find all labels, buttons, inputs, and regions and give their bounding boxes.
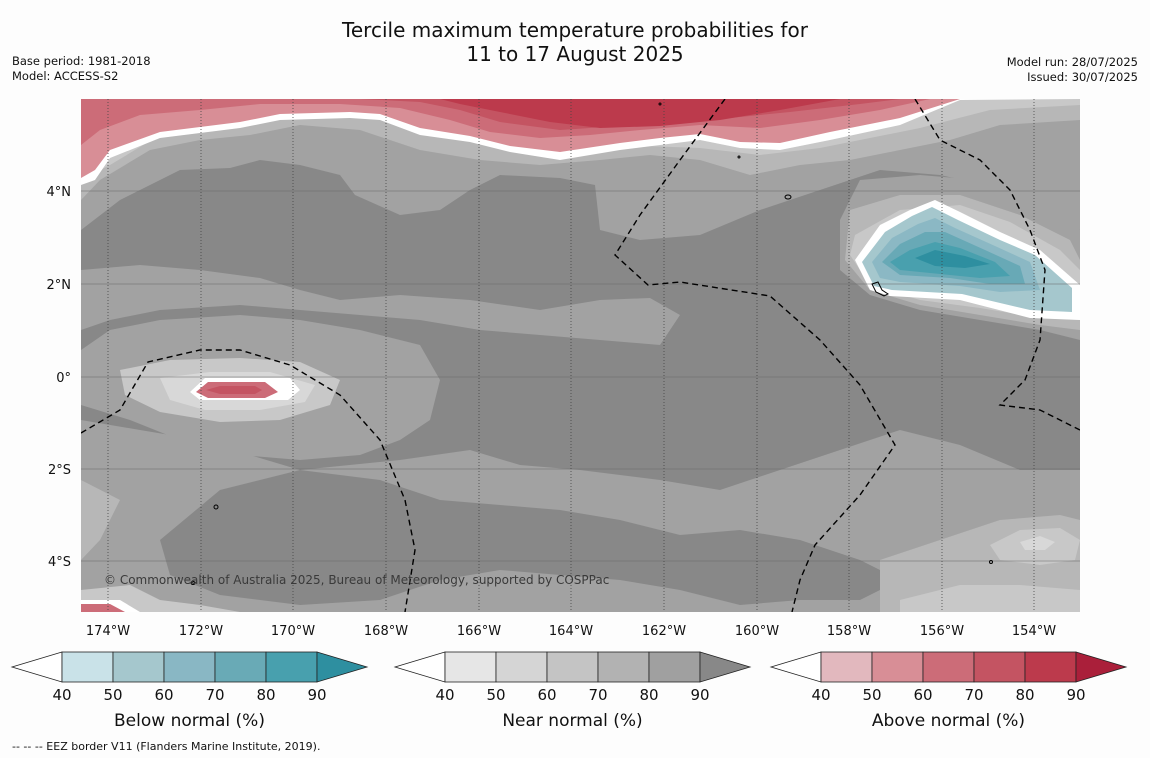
eez-borders	[81, 99, 1080, 612]
y-tick-label: 0°	[56, 371, 71, 386]
colorbar-segment	[265, 651, 318, 683]
x-tick-label: 172°W	[179, 624, 223, 639]
model-run: Model run: 28/07/2025	[1006, 55, 1138, 69]
colorbar-segment	[820, 651, 873, 683]
colorbar-tick-label: 50	[486, 686, 505, 704]
y-tick-label: 2°N	[47, 278, 72, 293]
colorbar-title: Below normal (%)	[114, 711, 265, 731]
copyright-text: © Commonwealth of Australia 2025, Bureau…	[104, 573, 609, 587]
colorbar-tick-label: 80	[256, 686, 275, 704]
y-tick-label: 4°S	[48, 555, 71, 570]
map-field: © Commonwealth of Australia 2025, Bureau…	[81, 99, 1080, 612]
islands	[190, 102, 993, 585]
colorbar-extension-high	[699, 651, 752, 683]
above-80-north-zone	[440, 99, 840, 128]
near-80-mid-zone	[81, 265, 680, 345]
colorbar-tick-label: 90	[307, 686, 326, 704]
base-period: Base period: 1981-2018	[12, 54, 151, 68]
colorbar-extension-high	[316, 651, 369, 683]
colorbar-segment	[163, 651, 216, 683]
issued-date: Issued: 30/07/2025	[1027, 70, 1138, 84]
near-60-south-east-edge	[900, 585, 1080, 612]
meta-right: Model run: 28/07/2025 Issued: 30/07/2025	[1007, 55, 1138, 85]
near-70-south-west-zone	[81, 480, 120, 560]
colorbar-above-normal: 40 50 60 70 80 90 Above normal (%)	[769, 651, 1128, 731]
near-90-south-zone	[160, 470, 900, 605]
colorbar-tick-label: 70	[964, 686, 983, 704]
colorbar-segment	[495, 651, 548, 683]
colorbar-tick-label: 80	[1015, 686, 1034, 704]
colorbar-tick-label: 50	[103, 686, 122, 704]
colorbar-segment	[871, 651, 924, 683]
x-tick-label: 154°W	[1012, 624, 1056, 639]
title-line-2: 11 to 17 August 2025	[466, 42, 684, 66]
colorbar-tick-label: 60	[537, 686, 556, 704]
map-title: Tercile maximum temperature probabilitie…	[0, 18, 1150, 66]
colorbar-tick-label: 90	[1066, 686, 1085, 704]
colorbar-tick-label: 50	[862, 686, 881, 704]
colorbar-segment	[214, 651, 267, 683]
x-axis-labels: 174°W 172°W 170°W 168°W 166°W 164°W 162°…	[86, 624, 1056, 639]
title-line-1: Tercile maximum temperature probabilitie…	[342, 18, 808, 42]
colorbar-segment	[61, 651, 114, 683]
y-tick-label: 2°S	[48, 463, 71, 478]
colorbar-title: Near normal (%)	[502, 711, 642, 731]
colorbar-tick-label: 40	[811, 686, 830, 704]
colorbar-tick-label: 70	[588, 686, 607, 704]
below-90-east-zone	[915, 250, 990, 268]
above-70-equator-zone	[206, 386, 262, 394]
colorbar-extension-low	[769, 651, 822, 683]
colorbar-title: Above normal (%)	[872, 711, 1025, 731]
colorbar-below-normal: 40 50 60 70 80 90 Below normal (%)	[10, 651, 369, 731]
forecast-map: © Commonwealth of Australia 2025, Bureau…	[10, 99, 1128, 731]
colorbar-segment	[112, 651, 165, 683]
colorbar-tick-label: 70	[205, 686, 224, 704]
colorbar-segment	[922, 651, 975, 683]
colorbar-near-normal: 40 50 60 70 80 90 Near normal (%)	[393, 651, 752, 731]
x-tick-label: 162°W	[642, 624, 686, 639]
eez-footnote: -- -- -- EEZ border V11 (Flanders Marine…	[12, 740, 321, 753]
colorbar-tick-label: 90	[690, 686, 709, 704]
colorbar-segment	[546, 651, 599, 683]
x-tick-label: 160°W	[735, 624, 779, 639]
model-name: Model: ACCESS-S2	[12, 69, 119, 83]
colorbar-tick-label: 40	[52, 686, 71, 704]
x-tick-label: 168°W	[364, 624, 408, 639]
colorbar-segment	[1024, 651, 1077, 683]
colorbar-extension-high	[1075, 651, 1128, 683]
above-60-south-west-zone	[81, 604, 125, 612]
colorbar-extension-low	[393, 651, 446, 683]
colorbar-segment	[597, 651, 650, 683]
y-tick-label: 4°N	[47, 185, 72, 200]
colorbar-tick-label: 60	[154, 686, 173, 704]
x-tick-label: 158°W	[827, 624, 871, 639]
colorbar-extension-low	[10, 651, 63, 683]
x-tick-label: 156°W	[920, 624, 964, 639]
colorbar-tick-label: 60	[913, 686, 932, 704]
colorbar-segment	[444, 651, 497, 683]
x-tick-label: 166°W	[457, 624, 501, 639]
y-axis-labels: 4°N 2°N 0° 2°S 4°S	[47, 185, 72, 570]
x-tick-label: 174°W	[86, 624, 130, 639]
x-tick-label: 170°W	[271, 624, 315, 639]
colorbar-tick-label: 80	[639, 686, 658, 704]
meta-left: Base period: 1981-2018 Model: ACCESS-S2	[12, 54, 151, 84]
colorbar-tick-label: 40	[435, 686, 454, 704]
x-tick-label: 164°W	[549, 624, 593, 639]
colorbar-segment	[973, 651, 1026, 683]
lat-gridlines	[81, 190, 1080, 562]
colorbar-segment	[648, 651, 701, 683]
near-50-south-east-zone	[1020, 536, 1055, 550]
